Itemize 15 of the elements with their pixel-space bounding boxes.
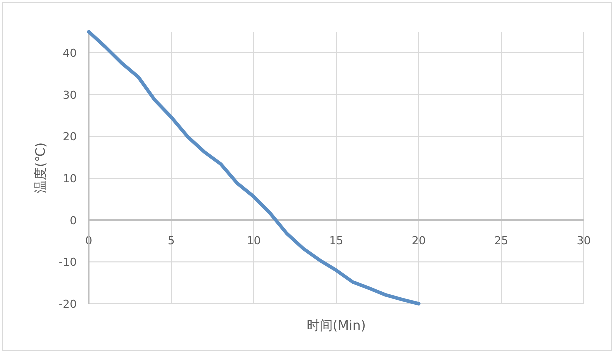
x-tick-label: 15 xyxy=(330,234,344,248)
y-tick-label: 20 xyxy=(63,130,77,144)
x-tick-label: 5 xyxy=(168,234,175,248)
x-tick-label: 25 xyxy=(494,234,508,248)
y-tick-label: 30 xyxy=(63,88,77,102)
y-axis-title: 温度(℃) xyxy=(33,142,49,194)
y-tick-label: -10 xyxy=(59,256,77,270)
x-axis-title: 时间(Min) xyxy=(306,319,366,334)
x-tick-label: 20 xyxy=(412,234,426,248)
y-tick-label: 40 xyxy=(63,46,77,60)
x-tick-label: 30 xyxy=(577,234,591,248)
x-tick-label: 10 xyxy=(247,234,261,248)
y-tick-label: 0 xyxy=(70,214,77,228)
y-tick-label: -20 xyxy=(59,298,77,311)
y-tick-label: 10 xyxy=(63,172,77,186)
